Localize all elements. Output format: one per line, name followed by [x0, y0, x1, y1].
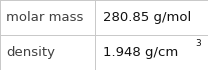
Text: 1.948 g/cm: 1.948 g/cm — [103, 46, 178, 59]
Text: molar mass: molar mass — [6, 11, 84, 24]
Text: 280.85 g/mol: 280.85 g/mol — [103, 11, 191, 24]
Text: 3: 3 — [196, 39, 201, 48]
Text: density: density — [6, 46, 55, 59]
